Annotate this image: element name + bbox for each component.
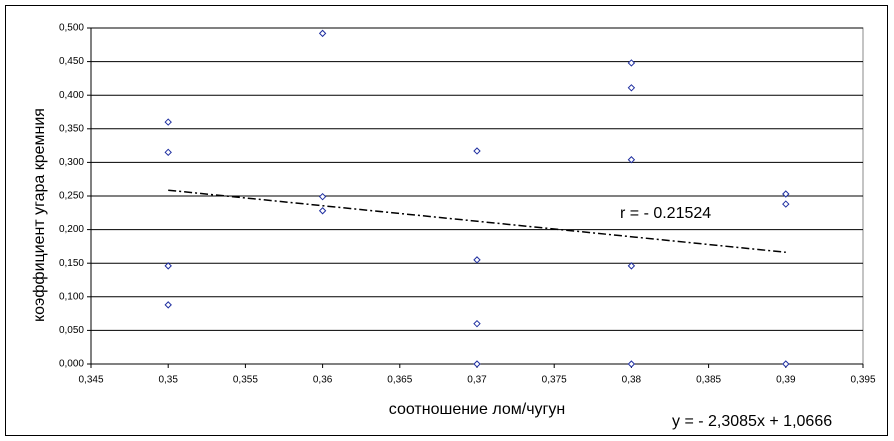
y-axis-label: коэффициент угара кремния [31,108,48,322]
data-point [782,200,790,208]
x-tick-label: 0,385 [696,375,721,386]
y-tick-label: 0,300 [59,157,84,168]
data-point [627,262,636,270]
data-point [164,301,172,309]
y-tick-label: 0,250 [59,191,84,202]
data-point [782,360,790,368]
data-point [318,207,327,215]
data-point [473,147,481,155]
x-tick-label: 0,365 [387,375,412,386]
x-tick-label: 0,375 [542,375,567,386]
data-point [164,148,172,157]
data-point [627,59,636,67]
x-tick-label: 0,38 [622,375,642,386]
data-point [627,84,636,92]
y-tick-label: 0,200 [59,224,84,235]
y-tick-label: 0,500 [59,23,84,34]
data-point [627,156,636,164]
data-point [473,319,481,328]
x-tick-label: 0,345 [78,375,103,386]
y-tick-label: 0,450 [59,56,84,67]
data-point [473,360,481,368]
annotation: r = - 0.21524 [620,205,711,222]
data-point [164,118,172,126]
x-axis-label: соотношение лом/чугун [389,401,565,418]
data-point [318,29,327,38]
data-point [782,190,790,198]
x-tick-label: 0,395 [850,375,875,386]
data-point [318,192,327,201]
data-point [473,256,481,264]
x-tick-label: 0,355 [233,375,258,386]
trend-line [168,189,786,254]
x-tick-label: 0,36 [313,375,333,386]
y-tick-label: 0,000 [59,359,84,370]
x-tick-label: 0,35 [158,375,178,386]
x-tick-label: 0,39 [776,375,796,386]
trend-equation: y = - 2,3085x + 1,0666 [672,413,832,430]
y-tick-label: 0,150 [59,258,84,269]
x-tick-label: 0,37 [467,375,487,386]
data-point [627,360,636,368]
y-tick-label: 0,100 [59,291,84,302]
data-point [164,262,172,270]
y-tick-label: 0,400 [59,90,84,101]
y-tick-label: 0,050 [59,325,84,336]
y-tick-label: 0,350 [59,123,84,134]
